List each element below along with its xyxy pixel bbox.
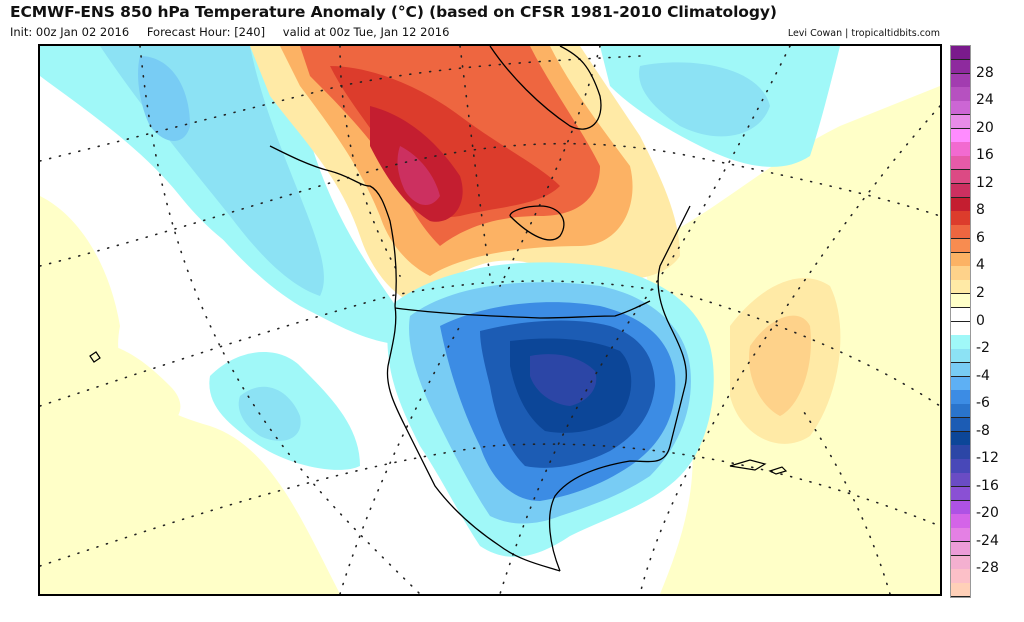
colorbar-segment — [951, 59, 970, 75]
caribbean-islands — [729, 459, 788, 475]
colorbar-label: 4 — [976, 257, 985, 274]
colorbar-segment — [951, 376, 970, 391]
colorbar-segment — [951, 459, 970, 474]
colorbar-label: -16 — [976, 477, 999, 494]
forecast-hour: Forecast Hour: [240] — [146, 25, 266, 39]
anomaly-region-cool-north-pacific-4 — [138, 56, 190, 141]
colorbar-segment — [951, 183, 970, 199]
anomaly-region-warm-hawaii — [80, 343, 181, 431]
colorbar-label: -8 — [976, 422, 990, 439]
colorbar-segment — [951, 404, 970, 419]
colorbar-segment — [951, 390, 970, 405]
colorbar-segment — [951, 293, 970, 309]
anomaly-map — [40, 46, 940, 594]
colorbar-label: -20 — [976, 505, 999, 522]
colorbar-segment — [951, 349, 970, 364]
map-panel — [38, 44, 942, 596]
anomaly-region-warm-yukon-peak — [397, 146, 440, 206]
colorbar-segment — [951, 142, 970, 157]
colorbar-label: 16 — [976, 147, 994, 164]
colorbar-segment — [951, 73, 970, 88]
colorbar-segment — [951, 362, 970, 378]
coastline-greenland — [489, 46, 602, 130]
hawaii-islands — [89, 351, 101, 363]
colorbar-label: 12 — [976, 174, 994, 191]
anomaly-region-warm-sw-pacific — [40, 196, 340, 594]
colorbar-segment — [951, 417, 970, 433]
colorbar-label: 28 — [976, 64, 994, 81]
coastline-east-coast — [657, 205, 691, 387]
colorbar-segment — [951, 445, 970, 460]
colorbar-segment — [951, 473, 970, 488]
colorbar-segment — [951, 169, 970, 185]
colorbar-label: 20 — [976, 119, 994, 136]
anomaly-region-cold-conus-peak — [530, 354, 597, 406]
colorbar-segment — [951, 307, 970, 322]
init-time: Init: 00z Jan 02 2016 — [10, 25, 130, 39]
colorbar-label: 2 — [976, 284, 985, 301]
colorbar-segment — [951, 514, 970, 529]
colorbar-segment — [951, 583, 970, 598]
coastlines — [269, 46, 691, 572]
colorbar-label: 8 — [976, 202, 985, 219]
colorbar-segment — [951, 101, 970, 116]
colorbar-segment — [951, 335, 970, 350]
colorbar-segment — [951, 211, 970, 226]
colorbar — [950, 45, 971, 598]
colorbar-label: 24 — [976, 92, 994, 109]
subtitle: Init: 00z Jan 02 2016 Forecast Hour: [24… — [10, 25, 463, 39]
colorbar-segment — [951, 156, 970, 171]
islands — [89, 351, 788, 475]
colorbar-label: -12 — [976, 450, 999, 467]
colorbar-segment — [951, 280, 970, 295]
anomaly-region-warm-arctic-canada-4 — [330, 66, 560, 217]
coastline-gulf — [548, 385, 686, 572]
colorbar-segment — [951, 500, 970, 515]
colorbar-segment — [951, 114, 970, 130]
anomaly-region-warm-atlantic-3 — [749, 315, 811, 416]
valid-time: valid at 00z Tue, Jan 12 2016 — [282, 25, 450, 39]
colorbar-segment — [951, 238, 970, 254]
coastline-hudson-bay — [509, 205, 565, 241]
colorbar-segment — [951, 569, 970, 584]
chart-title: ECMWF-ENS 850 hPa Temperature Anomaly (°… — [10, 3, 777, 21]
colorbar-segment — [951, 197, 970, 212]
colorbar-segment — [951, 252, 970, 267]
colorbar-segment — [951, 87, 970, 102]
anomaly-region-cool-east-pacific-2 — [238, 386, 301, 441]
colorbar-label: -28 — [976, 560, 999, 577]
colorbar-segment — [951, 46, 970, 61]
colorbar-segment — [951, 555, 970, 570]
colorbar-label: 6 — [976, 229, 985, 246]
colorbar-segment — [951, 528, 970, 543]
coastline-alaska — [269, 145, 397, 307]
colorbar-segment — [951, 128, 970, 143]
colorbar-segment — [951, 266, 970, 281]
coastline-west-coast — [386, 305, 561, 572]
colorbar-segment — [951, 541, 970, 557]
colorbar-label: -4 — [976, 367, 990, 384]
colorbar-segment — [951, 321, 970, 336]
border-us-canada — [394, 300, 651, 319]
anomaly-region-cool-north-atlantic-2 — [639, 62, 770, 137]
colorbar-label: -2 — [976, 340, 990, 357]
colorbar-label: -6 — [976, 395, 990, 412]
colorbar-segment — [951, 486, 970, 502]
colorbar-label: 0 — [976, 312, 985, 329]
colorbar-segment — [951, 225, 970, 240]
credit: Levi Cowan | tropicaltidbits.com — [787, 28, 940, 39]
colorbar-segment — [951, 431, 970, 446]
colorbar-label: -24 — [976, 532, 999, 549]
